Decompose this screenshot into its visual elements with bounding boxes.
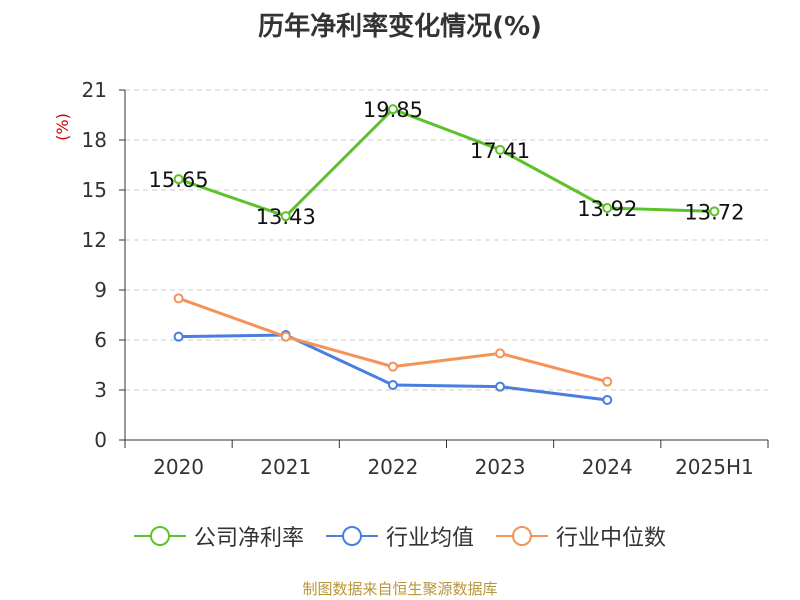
data-label: 15.65 <box>149 168 209 192</box>
legend-swatch-company <box>133 524 186 548</box>
data-point-2 <box>602 376 613 387</box>
y-tick-label: 6 <box>94 328 107 352</box>
y-tick-label: 21 <box>82 78 107 102</box>
data-point-2 <box>387 361 398 372</box>
y-tick-label: 0 <box>94 428 107 452</box>
legend-label: 行业中位数 <box>556 526 667 551</box>
data-label: 13.92 <box>577 197 637 221</box>
x-tick-label: 2025H1 <box>675 455 754 479</box>
x-tick-label: 2022 <box>367 455 418 479</box>
data-point-1 <box>387 380 398 390</box>
data-point-0 <box>709 206 720 217</box>
legend-label: 行业均值 <box>385 526 474 551</box>
data-label: 17.41 <box>470 139 530 163</box>
data-point-1 <box>173 331 184 342</box>
x-tick-label: 2024 <box>582 455 633 479</box>
y-tick-label: 18 <box>82 128 107 152</box>
data-point-1 <box>495 381 506 392</box>
data-label: 19.85 <box>363 98 423 122</box>
data-point-0 <box>280 211 291 222</box>
x-tick-label: 2023 <box>475 455 526 479</box>
data-label: 13.43 <box>256 205 316 229</box>
data-point-1 <box>602 395 613 405</box>
data-point-0 <box>495 144 506 155</box>
data-point-0 <box>173 174 184 185</box>
legend-swatch-industry-mean <box>325 524 378 548</box>
chart-title: 历年净利率变化情况(%) <box>258 12 542 42</box>
series-line-0 <box>178 107 715 218</box>
y-tick-label: 12 <box>82 228 107 252</box>
x-tick-label: 2021 <box>260 455 311 479</box>
data-point-2 <box>280 331 291 342</box>
legend-item-company-net-margin[interactable]: 公司净利率 <box>133 520 304 552</box>
y-tick-label: 15 <box>82 178 107 202</box>
x-tick-label: 2020 <box>153 455 204 479</box>
data-point-0 <box>602 203 613 213</box>
legend-label: 公司净利率 <box>193 526 304 551</box>
y-tick-label: 3 <box>94 378 107 402</box>
legend-item-industry-mean[interactable]: 行业均值 <box>325 520 474 552</box>
legend-item-industry-median[interactable]: 行业中位数 <box>496 520 666 552</box>
data-label: 13.72 <box>684 200 744 224</box>
data-point-2 <box>173 293 184 304</box>
data-point-0 <box>387 104 398 115</box>
legend-swatch-industry-median <box>496 524 548 548</box>
y-axis-label: (%) <box>53 113 72 141</box>
source-note: 制图数据来自恒生聚源数据库 <box>302 580 498 598</box>
data-point-2 <box>495 348 506 359</box>
y-tick-label: 9 <box>94 278 107 302</box>
chart-legend: 公司净利率 行业均值 行业中位数 <box>0 520 800 552</box>
